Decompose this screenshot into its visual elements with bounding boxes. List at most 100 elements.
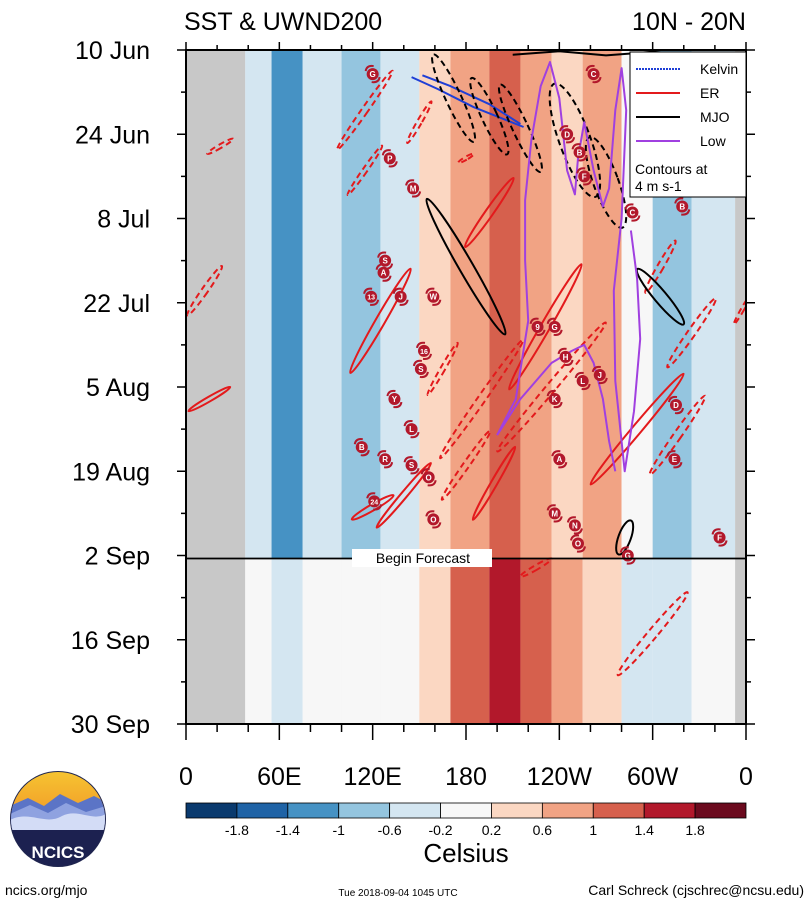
y-tick-label: 5 Aug [86, 374, 150, 402]
legend-label: Low [700, 133, 727, 149]
storm-label: A [556, 455, 562, 464]
storm-label: K [552, 395, 558, 404]
storm-label: Y [392, 395, 398, 404]
colorbar-segment [592, 802, 645, 819]
storm-label: W [430, 293, 438, 302]
storm-arm [388, 161, 398, 168]
er-contour [648, 394, 707, 476]
colorbar-segment [541, 802, 594, 819]
storm-icon [383, 152, 396, 165]
storm-arm [432, 299, 442, 306]
storm-arm [553, 329, 563, 336]
sst-band-observed [450, 50, 490, 559]
footer-url[interactable]: ncics.org/mjo [5, 882, 88, 898]
storm-marker: M [405, 179, 422, 198]
storm-label: M [410, 184, 417, 193]
storm-arm [383, 461, 394, 469]
storm-label: O [426, 473, 432, 482]
y-tick-label: 19 Aug [72, 458, 150, 486]
storm-marker: O [425, 510, 442, 529]
storm-marker: G [546, 317, 563, 336]
storm-arm [591, 365, 601, 373]
sst-band-forecast [582, 558, 622, 724]
storm-label: S [409, 461, 415, 470]
storm-label: O [430, 515, 436, 524]
storm-arm [598, 377, 608, 385]
x-axis: 0 60E 120E 180 120W 60W 0 [179, 42, 753, 791]
er-contour [187, 385, 232, 413]
storm-icon [368, 495, 381, 508]
storm-label: F [582, 172, 587, 181]
legend-box [629, 51, 747, 198]
storm-arm [681, 209, 691, 216]
storm-arm [578, 155, 588, 162]
storm-marker: B [674, 197, 691, 216]
storm-arm [546, 504, 556, 511]
storm-arm [411, 191, 422, 198]
storm-arm [364, 64, 374, 72]
storm-label: D [673, 401, 679, 410]
storm-arm [366, 492, 376, 499]
colorbar-segment [338, 802, 391, 819]
mjo-contour [635, 267, 686, 326]
sst-band-forecast [302, 558, 342, 724]
sst-band-forecast [652, 558, 692, 724]
er-contour [346, 144, 384, 197]
sst-band-forecast [551, 558, 583, 724]
storm-arm [674, 407, 684, 415]
sst-band-forecast [341, 558, 381, 724]
storm-arm [546, 389, 556, 397]
er-contour [375, 461, 432, 529]
storm-arm [666, 450, 676, 457]
sst-band-forecast [419, 558, 451, 724]
storm-arm [529, 317, 539, 325]
x-tick-label: 0 [739, 763, 753, 791]
colorbar-tick-label: 1 [589, 822, 597, 838]
sst-band-forecast [450, 558, 490, 724]
sst-band-observed [271, 50, 303, 559]
storm-arm [592, 76, 602, 84]
storm-marker: D [559, 125, 576, 144]
storm-arm [371, 76, 381, 84]
storm-label: B [359, 443, 365, 452]
y-tick-label: 24 Jun [75, 121, 150, 149]
storm-arm [546, 317, 556, 325]
storm-label: G [552, 323, 558, 332]
colorbar-segment [440, 802, 492, 819]
storm-arm [392, 287, 402, 294]
storm-marker: C [624, 203, 641, 222]
er-contour [666, 297, 717, 369]
colorbar-segment [694, 802, 747, 819]
storm-arm [425, 287, 435, 294]
sst-band-forecast [245, 558, 272, 724]
storm-marker: 13 [363, 287, 380, 306]
storm-icon [559, 350, 572, 363]
chart-title: SST & UWND200 [184, 8, 382, 36]
y-axis: 10 Jun 24 Jun 8 Jul 22 Jul 5 Aug 19 Aug 2 Sep 1… [71, 37, 755, 739]
colorbar-tick-label: 0.6 [533, 822, 553, 838]
x-tick-label: 180 [445, 763, 487, 791]
storm-label: 9 [535, 323, 540, 332]
storm-marker: B [571, 143, 588, 162]
colorbar-tick-label: -0.6 [378, 822, 402, 838]
colorbar-tick-label: -1 [333, 822, 346, 838]
storm-marker: J [591, 365, 608, 385]
storm-arm [399, 299, 409, 306]
x-tick-label: 60E [257, 763, 301, 791]
sst-band-observed [302, 50, 342, 559]
storm-marker: S [412, 359, 429, 379]
mjo-contour [425, 197, 507, 336]
logo-wave [11, 813, 105, 830]
storm-label: F [717, 533, 722, 542]
footer-author: Carl Schreck (cjschrec@ncsu.edu) [588, 882, 804, 898]
colorbar-tick-label: 1.4 [634, 822, 654, 838]
er-contour [186, 265, 224, 317]
storm-arm [403, 419, 413, 427]
storm-label: R [382, 455, 388, 464]
colorbar-tick-label: 0.2 [482, 822, 502, 838]
y-tick-label: 10 Jun [75, 37, 150, 65]
mjo-contour [497, 83, 543, 173]
storm-label: A [381, 269, 387, 278]
x-tick-label: 60W [627, 763, 679, 791]
storm-arm [410, 468, 420, 475]
